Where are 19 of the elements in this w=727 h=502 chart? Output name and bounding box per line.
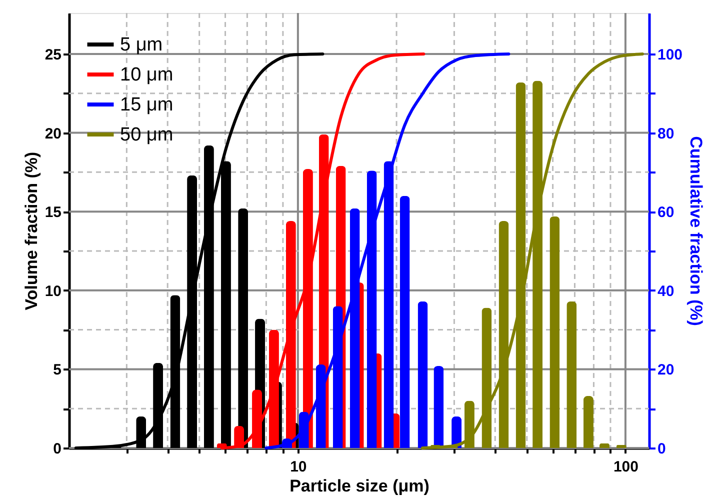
y-axis-title: Volume fraction (%): [22, 152, 41, 310]
y-tick-label: 25: [44, 46, 62, 64]
y2-tick-label: 0: [658, 440, 666, 458]
y-tick-label: 15: [44, 204, 62, 222]
y-tick-label: 10: [44, 282, 62, 300]
legend-label: 10 μm: [120, 64, 174, 86]
y-tick-label: 0: [53, 440, 62, 458]
legend-label: 50 μm: [120, 124, 174, 146]
y-tick-label: 20: [44, 125, 62, 142]
y2-tick-label: 40: [658, 282, 674, 300]
y2-tick-label: 20: [658, 362, 674, 379]
legend-label: 5 μm: [120, 34, 163, 56]
y2-tick-label: 60: [658, 204, 674, 222]
y2-axis-title: Cumulative fraction (%): [686, 136, 706, 326]
legend-label: 15 μm: [120, 94, 174, 116]
y2-tick-label: 80: [658, 125, 674, 142]
x-axis-title: Particle size (μm): [290, 476, 430, 496]
y2-tick-label: 100: [658, 46, 683, 64]
y-tick-label: 5: [53, 362, 62, 379]
